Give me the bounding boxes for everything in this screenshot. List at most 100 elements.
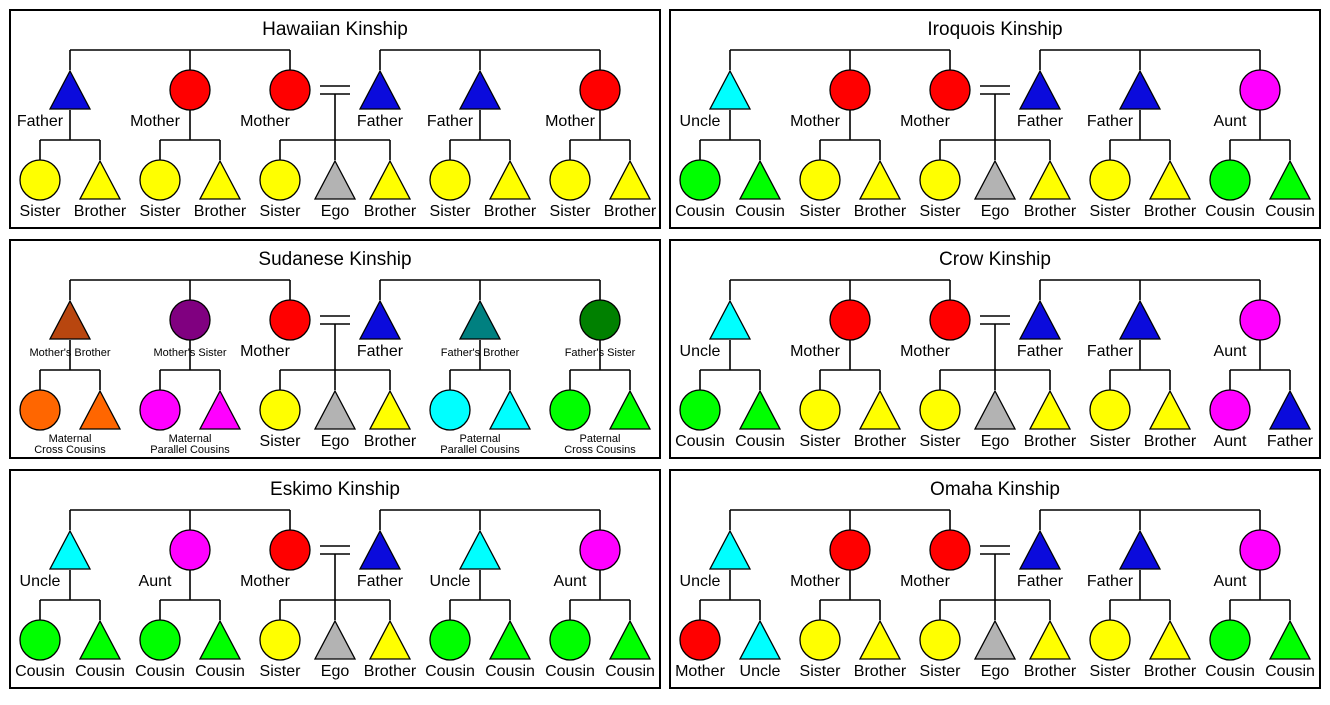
panel-title: Eskimo Kinship xyxy=(270,479,400,500)
male-child-symbol xyxy=(198,159,242,200)
female-child-symbol xyxy=(679,159,721,201)
parent-label: Father's Brother xyxy=(441,347,520,359)
child-label: Brother xyxy=(1144,203,1197,220)
group-caption: Cross Cousins xyxy=(34,444,106,456)
parent-label: Uncle xyxy=(430,573,471,590)
male-parent-symbol xyxy=(1118,529,1162,570)
male-child-symbol xyxy=(858,159,902,200)
male-child-symbol xyxy=(488,619,532,660)
male-parent-symbol xyxy=(708,69,752,110)
child-label: Brother xyxy=(1144,433,1197,450)
child-label: Brother xyxy=(74,203,127,220)
child-label: Cousin xyxy=(605,663,655,680)
parent-label: Father xyxy=(1087,343,1134,360)
male-parent-symbol xyxy=(48,299,92,340)
male-child-symbol xyxy=(488,389,532,430)
male-child-symbol xyxy=(1148,389,1192,430)
child-label: Brother xyxy=(1024,663,1077,680)
parent-label: Mother xyxy=(130,113,180,130)
male-parent-symbol xyxy=(1018,529,1062,570)
female-child-symbol xyxy=(429,619,471,661)
male-parent-symbol xyxy=(708,529,752,570)
child-label: Sister xyxy=(260,433,302,450)
female-parent-symbol xyxy=(169,299,211,341)
child-label: Brother xyxy=(364,663,417,680)
female-child-symbol xyxy=(139,159,181,201)
female-parent-symbol xyxy=(929,69,971,111)
parent-label: Mother xyxy=(900,343,950,360)
female-parent-symbol xyxy=(579,529,621,571)
parent-label: Aunt xyxy=(139,573,172,590)
child-label: Cousin xyxy=(1265,663,1315,680)
female-parent-symbol xyxy=(1239,69,1281,111)
child-label: Cousin xyxy=(675,203,725,220)
parent-label: Mother xyxy=(790,343,840,360)
female-parent-symbol xyxy=(579,299,621,341)
child-label: Cousin xyxy=(675,433,725,450)
child-label: Sister xyxy=(920,663,962,680)
female-child-symbol xyxy=(1209,159,1251,201)
female-child-symbol xyxy=(259,619,301,661)
male-child-symbol xyxy=(738,389,782,430)
female-child-symbol xyxy=(259,389,301,431)
male-parent-symbol xyxy=(1118,299,1162,340)
kinship-panel: Hawaiian Kinship Father Mother Mother Father… xyxy=(9,9,661,229)
parent-label: Uncle xyxy=(20,573,61,590)
female-child-symbol xyxy=(549,619,591,661)
parent-label: Uncle xyxy=(680,573,721,590)
female-child-symbol xyxy=(19,619,61,661)
child-label: Sister xyxy=(800,433,842,450)
female-parent-symbol xyxy=(929,529,971,571)
parent-label: Father xyxy=(357,343,404,360)
parent-label: Uncle xyxy=(680,343,721,360)
female-child-symbol xyxy=(139,619,181,661)
child-label: Cousin xyxy=(1205,663,1255,680)
female-child-symbol xyxy=(679,619,721,661)
kinship-panel: Crow Kinship Uncle Mother Mother Father Fathe… xyxy=(669,239,1321,459)
child-label: Aunt xyxy=(1214,433,1247,450)
male-parent-symbol xyxy=(708,299,752,340)
child-label: Ego xyxy=(321,663,350,680)
group-caption: Parallel Cousins xyxy=(440,444,520,456)
child-label: Sister xyxy=(1090,663,1132,680)
parent-label: Father xyxy=(357,573,404,590)
male-child-symbol xyxy=(858,389,902,430)
child-label: Brother xyxy=(364,433,417,450)
male-child-symbol xyxy=(78,159,122,200)
male-child-symbol xyxy=(738,159,782,200)
group-caption: Paternal xyxy=(580,433,621,445)
panel-title: Sudanese Kinship xyxy=(258,249,411,270)
parent-label: Father xyxy=(1087,113,1134,130)
child-label: Brother xyxy=(854,433,907,450)
parent-label: Father xyxy=(1087,573,1134,590)
female-parent-symbol xyxy=(269,299,311,341)
child-label: Sister xyxy=(920,433,962,450)
female-parent-symbol xyxy=(579,69,621,111)
female-child-symbol xyxy=(799,389,841,431)
parent-label: Aunt xyxy=(1214,113,1247,130)
male-child-symbol xyxy=(1028,389,1072,430)
male-child-symbol xyxy=(488,159,532,200)
child-label: Sister xyxy=(430,203,472,220)
parent-label: Mother's Brother xyxy=(30,347,111,359)
male-parent-symbol xyxy=(458,529,502,570)
female-child-symbol xyxy=(259,159,301,201)
female-child-symbol xyxy=(919,159,961,201)
male-child-symbol xyxy=(313,389,357,430)
male-child-symbol xyxy=(198,619,242,660)
male-child-symbol xyxy=(368,159,412,200)
female-parent-symbol xyxy=(829,299,871,341)
child-label: Cousin xyxy=(15,663,65,680)
parent-label: Uncle xyxy=(680,113,721,130)
child-label: Cousin xyxy=(195,663,245,680)
panel-title: Omaha Kinship xyxy=(930,479,1060,500)
female-parent-symbol xyxy=(829,529,871,571)
child-label: Cousin xyxy=(1205,203,1255,220)
kinship-panel: Sudanese Kinship Mother's Brother Mother's… xyxy=(9,239,661,459)
parent-label: Father xyxy=(427,113,474,130)
parent-label: Mother xyxy=(900,573,950,590)
female-child-symbol xyxy=(919,619,961,661)
female-child-symbol xyxy=(799,619,841,661)
child-label: Brother xyxy=(604,203,657,220)
